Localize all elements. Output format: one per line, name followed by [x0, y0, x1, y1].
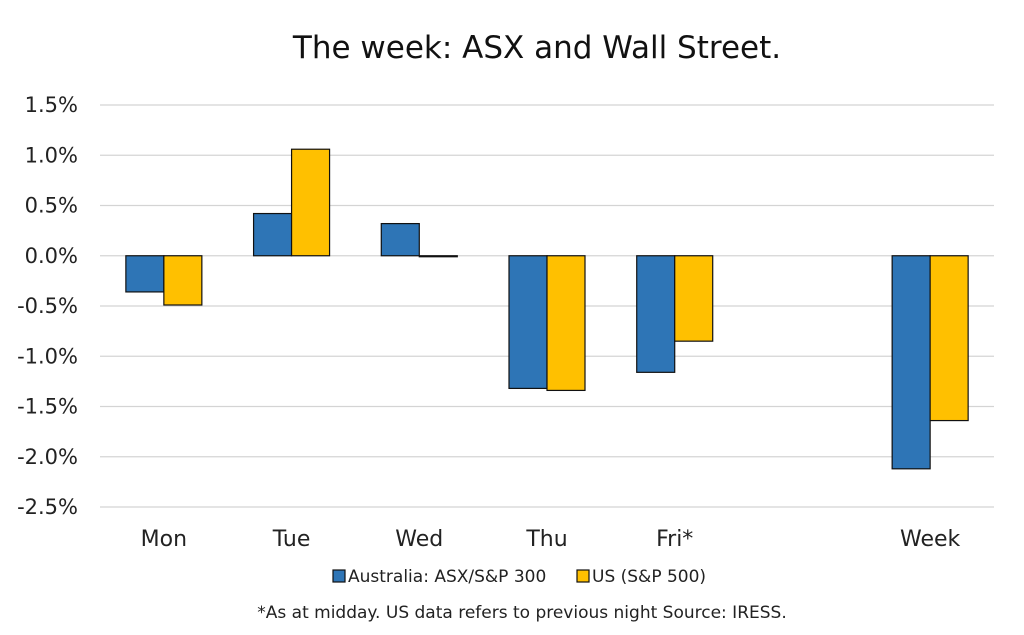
- x-category-label: Week: [900, 527, 961, 552]
- bar-australia-week: [891, 255, 931, 470]
- y-tick-label: 0.5%: [25, 194, 78, 218]
- y-tick-label: -2.5%: [17, 495, 78, 519]
- legend-swatch-us: [576, 569, 590, 583]
- bar-australia-mon: [125, 255, 165, 293]
- bar-us-tue: [290, 148, 331, 257]
- bar-us-thu: [546, 255, 586, 392]
- y-tick-label: -2.0%: [17, 445, 78, 469]
- y-tick-label: -1.0%: [17, 344, 78, 368]
- x-axis-categories: Mon Tue Wed Thu Fri* Week: [141, 527, 961, 552]
- y-tick-label: -0.5%: [17, 294, 78, 318]
- x-category-label: Tue: [272, 527, 311, 552]
- y-tick-label: 0.0%: [25, 244, 78, 268]
- bar-australia-thu: [508, 255, 548, 390]
- legend-swatch-australia: [332, 569, 346, 583]
- bar-us-wed: [418, 255, 458, 258]
- x-category-label: Fri*: [656, 527, 693, 552]
- legend-label-us: US (S&P 500): [592, 567, 706, 587]
- bar-us-fri: [674, 255, 714, 342]
- bar-australia-tue: [252, 212, 293, 257]
- chart-title: The week: ASX and Wall Street.: [292, 30, 781, 66]
- y-tick-label: 1.5%: [25, 93, 78, 117]
- x-category-label: Wed: [395, 527, 443, 552]
- bar-australia-fri: [636, 255, 676, 373]
- legend: Australia: ASX/S&P 300 US (S&P 500): [332, 567, 706, 587]
- x-category-label: Thu: [525, 527, 567, 552]
- bar-us-week: [929, 255, 969, 422]
- legend-label-australia: Australia: ASX/S&P 300: [348, 567, 546, 587]
- y-axis-ticks: 1.5% 1.0% 0.5% 0.0% -0.5% -1.0% -1.5% -2.0% -2.5…: [17, 93, 78, 519]
- y-tick-label: 1.0%: [25, 143, 78, 167]
- x-category-label: Mon: [141, 527, 187, 552]
- y-tick-label: -1.5%: [17, 395, 78, 419]
- bar-australia-wed: [380, 222, 420, 257]
- bars: [125, 148, 969, 470]
- footnote: *As at midday. US data refers to previou…: [257, 603, 786, 623]
- bar-us-mon: [163, 255, 203, 306]
